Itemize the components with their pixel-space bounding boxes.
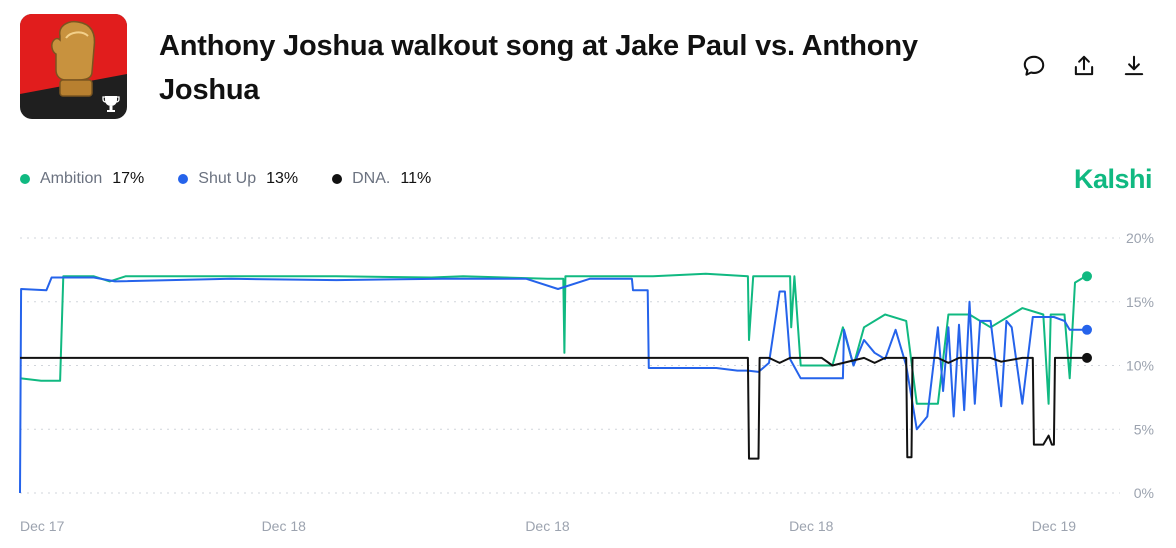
series-line-ambition	[19, 272, 1087, 405]
series-end-dot	[1082, 271, 1092, 282]
comment-icon	[1023, 55, 1045, 76]
boxing-glove-trophy-icon	[20, 14, 127, 119]
download-icon	[1124, 55, 1144, 76]
market-thumbnail	[20, 14, 127, 119]
share-icon	[1074, 55, 1094, 76]
y-tick-label: 10%	[1126, 358, 1154, 374]
action-bar	[1020, 52, 1148, 80]
series-line-shut-up	[19, 276, 1086, 494]
series-end-dot	[1082, 324, 1092, 335]
legend-value: 17%	[112, 170, 145, 187]
legend-value: 11%	[400, 170, 432, 187]
legend-value: 13%	[266, 170, 299, 187]
legend-item-ambition[interactable]: Ambition 17%	[20, 170, 144, 188]
x-tick-label: Dec 18	[789, 518, 834, 534]
legend-label: DNA.	[352, 170, 391, 187]
x-tick-label: Dec 18	[262, 518, 307, 534]
chart-legend: Ambition 17% Shut Up 13% DNA. 11%	[20, 170, 465, 188]
series-line-dna	[20, 356, 1086, 460]
legend-label: Ambition	[40, 170, 103, 187]
legend-dot	[332, 174, 343, 184]
y-tick-label: 20%	[1126, 230, 1154, 246]
y-tick-label: 5%	[1134, 421, 1154, 437]
series-end-dot	[1082, 352, 1092, 363]
share-button[interactable]	[1070, 52, 1098, 80]
y-tick-label: 15%	[1126, 294, 1154, 310]
legend-item-dna[interactable]: DNA. 11%	[332, 170, 431, 188]
comment-button[interactable]	[1020, 52, 1048, 80]
y-tick-label: 0%	[1134, 485, 1154, 501]
x-tick-label: Dec 19	[1032, 518, 1077, 534]
x-tick-label: Dec 18	[525, 518, 570, 534]
brand-logo[interactable]: Kalshi	[1073, 164, 1153, 194]
legend-dot	[20, 174, 30, 184]
x-tick-label: Dec 17	[20, 518, 65, 534]
download-button[interactable]	[1120, 52, 1148, 80]
market-title: Anthony Joshua walkout song at Jake Paul…	[159, 30, 918, 106]
legend-item-shut-up[interactable]: Shut Up 13%	[178, 170, 298, 188]
legend-dot	[178, 174, 189, 184]
legend-label: Shut Up	[198, 170, 257, 187]
